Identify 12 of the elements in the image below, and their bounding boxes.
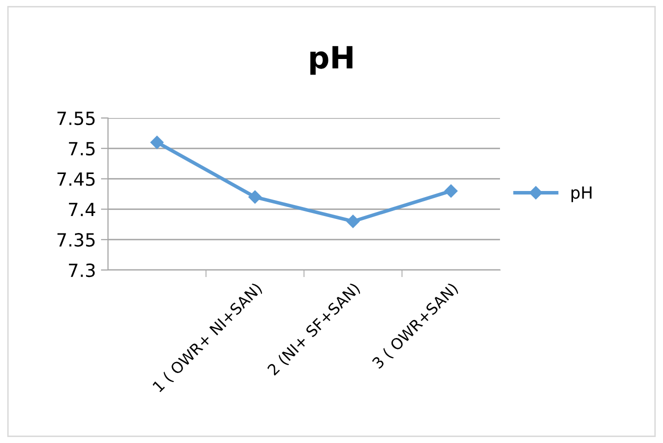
legend-label: pH xyxy=(572,186,592,202)
chart-title: pH xyxy=(310,46,352,75)
y-tick-label: 7.4 xyxy=(68,202,96,216)
point xyxy=(150,136,164,149)
y-tick-label: 7.55 xyxy=(57,112,95,126)
y-tick-label: 7.45 xyxy=(57,172,95,186)
y-tick-label: 7.35 xyxy=(57,233,95,247)
y-tick-label: 7.5 xyxy=(68,142,95,156)
point xyxy=(248,190,262,204)
point xyxy=(346,214,360,228)
y-tick-label: 7.3 xyxy=(68,263,95,278)
point xyxy=(444,184,458,198)
